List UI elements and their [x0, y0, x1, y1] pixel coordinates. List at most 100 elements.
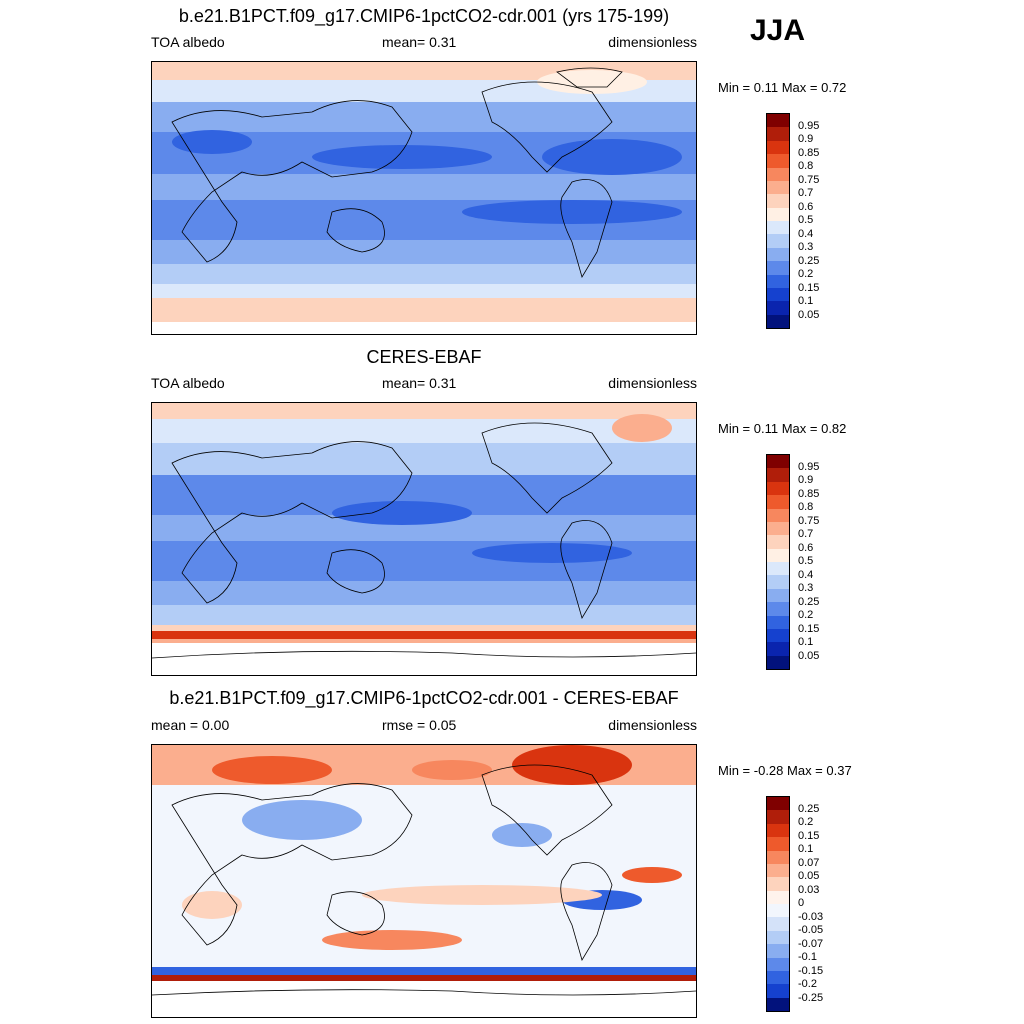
- colorbar-swatch: [767, 468, 789, 482]
- colorbar-tick-label: 0.5: [798, 214, 814, 226]
- colorbar-tick-label: 0.25: [798, 254, 820, 267]
- colorbar-swatch: [767, 850, 789, 864]
- colorbar-swatch: [767, 207, 789, 221]
- panel1-title: b.e21.B1PCT.f09_g17.CMIP6-1pctCO2-cdr.00…: [178, 6, 670, 26]
- colorbar-tick-label: -0.05: [798, 924, 824, 936]
- colorbar-swatch: [767, 628, 789, 643]
- colorbar-tick-label: 0.75: [798, 514, 820, 527]
- colorbar-swatch: [767, 234, 789, 248]
- colorbar-tick-label: -0.1: [798, 951, 817, 963]
- colorbar-swatch: [767, 114, 789, 128]
- colorbar-swatch: [767, 984, 789, 998]
- colorbar-swatch: [767, 455, 789, 469]
- colorbar-tick-label: 0.9: [798, 133, 814, 145]
- colorbar-tick-label: -0.15: [798, 964, 824, 977]
- colorbar-swatch: [767, 877, 789, 891]
- colorbar-tick-label: 0.95: [798, 119, 820, 132]
- colorbar-tick-label: 0.1: [798, 636, 814, 648]
- colorbar-swatch: [767, 890, 789, 904]
- colorbar-tick-label: 0.7: [798, 187, 814, 199]
- colorbar-tick-label: 0.8: [798, 160, 814, 172]
- colorbar-tick-label: 0.1: [798, 295, 814, 307]
- colorbar-swatch: [767, 970, 789, 985]
- colorbar-swatch: [767, 917, 789, 931]
- colorbar-tick-label: 0.85: [798, 146, 820, 159]
- season-label: JJA: [750, 14, 806, 47]
- colorbar-tick-label: 0.05: [798, 308, 820, 321]
- panel1-minmax: Min = 0.11 Max = 0.72: [718, 80, 847, 95]
- colorbar-swatch: [767, 481, 789, 496]
- colorbar-swatch: [767, 287, 789, 302]
- panel1-colorbar: [766, 113, 790, 329]
- panel1-map-field: [152, 62, 696, 334]
- colorbar-swatch: [767, 863, 789, 878]
- colorbar-swatch: [767, 575, 789, 589]
- colorbar-swatch: [767, 904, 789, 918]
- panel3-colorbar: [766, 796, 790, 1012]
- colorbar-tick-label: 0.8: [798, 501, 814, 513]
- colorbar-swatch: [767, 797, 789, 811]
- colorbar-swatch: [767, 194, 789, 208]
- panel1-units: dimensionless: [608, 34, 697, 50]
- colorbar-tick-label: 0.25: [798, 595, 820, 608]
- colorbar-tick-label: 0.4: [798, 568, 814, 581]
- panel3-rmse: rmse = 0.05: [382, 717, 457, 733]
- colorbar-tick-label: 0.15: [798, 622, 820, 635]
- colorbar-tick-label: -0.07: [798, 937, 824, 950]
- colorbar-swatch: [767, 655, 789, 669]
- panel1-map: [151, 61, 697, 335]
- colorbar-tick-label: 0.7: [798, 528, 814, 540]
- colorbar-tick-label: 0.85: [798, 487, 820, 500]
- colorbar-swatch: [767, 615, 789, 629]
- colorbar-swatch: [767, 274, 789, 288]
- panel3-minmax: Min = -0.28 Max = 0.37: [718, 763, 852, 778]
- panel2-mean: mean= 0.31: [382, 375, 457, 391]
- colorbar-swatch: [767, 930, 789, 945]
- colorbar-tick-label: 0.95: [798, 460, 820, 473]
- colorbar-swatch: [767, 823, 789, 838]
- panel2-title: CERES-EBAF: [366, 347, 482, 367]
- colorbar-swatch: [767, 837, 789, 851]
- colorbar-swatch: [767, 301, 789, 315]
- colorbar-swatch: [767, 944, 789, 958]
- colorbar-tick-label: 0.6: [798, 200, 814, 213]
- panel1-mean: mean= 0.31: [382, 34, 457, 50]
- colorbar-swatch: [767, 602, 789, 616]
- colorbar-swatch: [767, 535, 789, 549]
- panel3-map-field: [152, 745, 696, 1017]
- panel3-title: b.e21.B1PCT.f09_g17.CMIP6-1pctCO2-cdr.00…: [169, 688, 679, 708]
- panel2-colorbar: [766, 454, 790, 670]
- colorbar-tick-label: 0.1: [798, 843, 814, 855]
- colorbar-swatch: [767, 548, 789, 562]
- colorbar-swatch: [767, 221, 789, 235]
- panel2-minmax: Min = 0.11 Max = 0.82: [718, 421, 847, 436]
- colorbar-swatch: [767, 247, 789, 262]
- colorbar-swatch: [767, 261, 789, 275]
- panel3-units: dimensionless: [608, 717, 697, 733]
- colorbar-tick-label: 0.2: [798, 609, 814, 621]
- colorbar-swatch: [767, 154, 789, 168]
- colorbar-swatch: [767, 167, 789, 181]
- colorbar-tick-label: 0.3: [798, 241, 814, 253]
- panel2-units: dimensionless: [608, 375, 697, 391]
- colorbar-swatch: [767, 957, 789, 971]
- colorbar-tick-label: 0.6: [798, 541, 814, 554]
- panel3-map: [151, 744, 697, 1018]
- panel2-map-field: [152, 403, 696, 675]
- colorbar-tick-label: 0.75: [798, 173, 820, 186]
- colorbar-tick-label: 0.25: [798, 802, 820, 815]
- panel3-mean: mean = 0.00: [151, 717, 230, 733]
- colorbar-tick-label: 0: [798, 897, 805, 909]
- colorbar-tick-label: 0.03: [798, 883, 820, 896]
- colorbar-tick-label: 0.3: [798, 582, 814, 594]
- colorbar-swatch: [767, 588, 789, 603]
- panel2-variable: TOA albedo: [151, 375, 225, 391]
- colorbar-tick-label: 0.05: [798, 870, 820, 882]
- colorbar-swatch: [767, 997, 789, 1011]
- panel2-map: [151, 402, 697, 676]
- colorbar-swatch: [767, 642, 789, 656]
- colorbar-tick-label: -0.03: [798, 910, 824, 923]
- colorbar-tick-label: 0.4: [798, 227, 814, 240]
- colorbar-tick-label: -0.2: [798, 978, 817, 990]
- colorbar-tick-label: 0.5: [798, 555, 814, 567]
